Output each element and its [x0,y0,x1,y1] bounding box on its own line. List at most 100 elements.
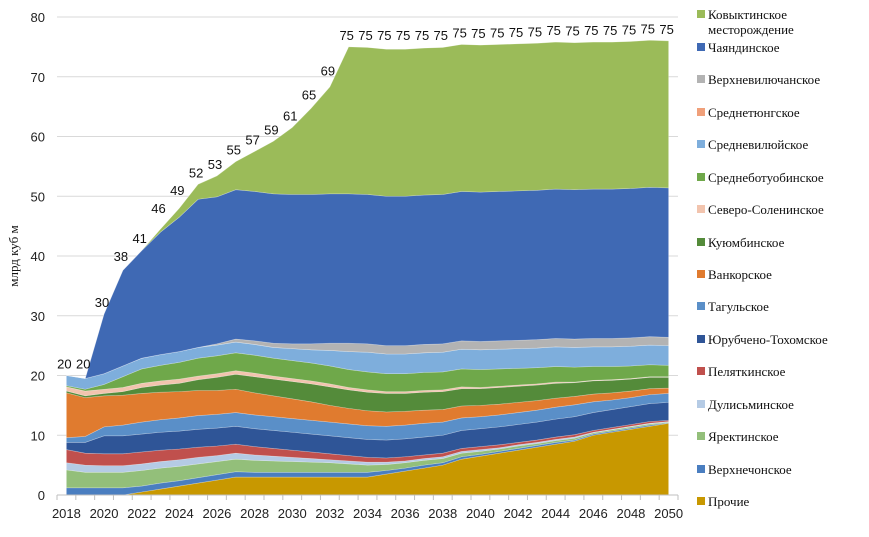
legend-swatch [697,108,705,116]
legend-item: Верхневилючанское [697,72,820,87]
legend-label: Ковыктинское месторождение [708,7,794,37]
legend-item: Средневилюйское [697,137,808,152]
total-label: 69 [321,64,335,79]
y-tick-label: 80 [31,10,45,25]
x-tick-label: 2046 [579,506,608,521]
x-tick-label: 2028 [240,506,269,521]
legend-item: Юрубчено-Тохомское [697,332,828,347]
legend-item: Среднеботуобинское [697,170,824,185]
total-label: 75 [377,28,391,43]
total-label: 46 [151,201,165,216]
total-label: 75 [528,24,542,39]
area-5 [66,402,669,459]
x-tick-label: 2022 [127,506,156,521]
total-label: 30 [95,295,109,310]
legend-item: Ванкорское [697,267,772,282]
area-15 [66,40,669,379]
legend-swatch [697,173,705,181]
area-4 [66,419,669,467]
y-tick-label: 20 [31,369,45,384]
legend-label: Среднеботуобинское [708,170,824,185]
legend-label: Яректинское [708,429,779,444]
total-label: 75 [509,25,523,40]
legend-swatch [697,270,705,278]
x-tick-label: 2026 [202,506,231,521]
total-label: 75 [584,23,598,38]
total-label: 20 [76,357,90,372]
total-label: 75 [471,26,485,41]
total-label: 75 [603,23,617,38]
x-tick-label: 2018 [52,506,81,521]
legend-swatch [697,367,705,375]
legend-swatch [697,205,705,213]
legend-swatch [697,10,705,18]
area-13 [66,336,669,379]
legend-item: Куюмбинское [697,235,784,250]
y-tick-label: 10 [31,428,45,443]
x-tick-label: 2040 [466,506,495,521]
total-label: 75 [546,23,560,38]
area-6 [66,393,669,443]
x-tick-label: 2030 [278,506,307,521]
total-label: 75 [339,28,353,43]
total-label: 75 [659,22,673,37]
legend-item: Ковыктинское месторождение [697,7,828,37]
x-tick-label: 2020 [90,506,119,521]
x-tick-label: 2036 [391,506,420,521]
y-tick-label: 40 [31,249,45,264]
legend-item: Верхнечонское [697,462,792,477]
legend-label: Прочие [708,494,750,509]
legend-item: Яректинское [697,429,779,444]
area-11 [66,341,669,390]
legend-item: Чаяндинское [697,40,780,55]
x-tick-label: 2044 [541,506,570,521]
total-label: 75 [358,28,372,43]
total-label: 57 [245,132,259,147]
total-label: 75 [434,28,448,43]
y-tick-label: 30 [31,309,45,324]
legend-item: Среднетюнгское [697,105,800,120]
y-tick-label: 0 [38,488,45,503]
total-label: 20 [57,357,71,372]
legend-swatch [697,400,705,408]
x-tick-label: 2050 [654,506,683,521]
legend-swatch [697,432,705,440]
legend-item: Северо-Соленинское [697,202,824,217]
legend-swatch [697,465,705,473]
y-tick-label: 70 [31,70,45,85]
total-label: 75 [490,25,504,40]
x-tick-label: 2042 [504,506,533,521]
total-label: 38 [114,249,128,264]
total-label: 75 [622,22,636,37]
area-2 [66,421,669,489]
total-label: 61 [283,109,297,124]
legend-swatch [697,43,705,51]
total-label: 49 [170,183,184,198]
area-14 [66,186,669,379]
legend-swatch [697,335,705,343]
total-label: 75 [641,21,655,36]
y-tick-label: 50 [31,189,45,204]
legend-label: Куюмбинское [708,235,785,250]
legend-item: Тагульское [697,299,769,314]
legend-label: Северо-Соленинское [708,202,824,217]
x-tick-label: 2038 [428,506,457,521]
legend-swatch [697,302,705,310]
legend-label: Среднетюнгское [708,105,800,120]
legend-item: Прочие [697,494,749,509]
legend-label: Верхнечонское [708,462,792,477]
total-label: 75 [415,28,429,43]
legend-label: Тагульское [708,299,769,314]
legend-label: Пеляткинское [708,364,786,379]
legend-label: Средневилюйское [708,137,809,152]
y-axis-label: млрд куб м [6,225,21,286]
total-label: 75 [452,25,466,40]
legend-swatch [697,140,705,148]
legend-swatch [697,75,705,83]
x-tick-label: 2032 [315,506,344,521]
x-tick-label: 2034 [353,506,382,521]
area-9 [66,370,669,397]
